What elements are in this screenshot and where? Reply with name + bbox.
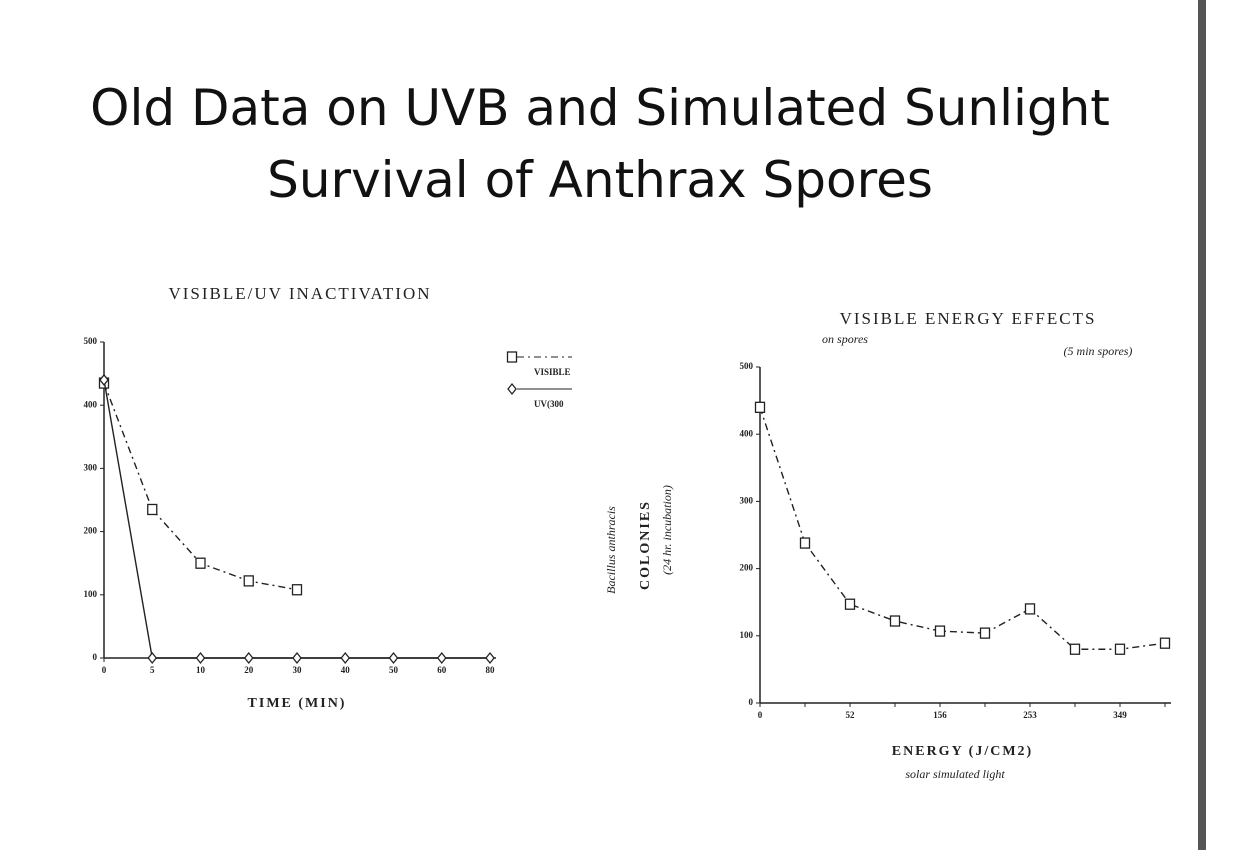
y-tick-label: 200 <box>740 563 754 573</box>
data-point <box>1159 637 1171 649</box>
y-tick-label: 200 <box>84 526 98 536</box>
data-point <box>243 651 254 665</box>
x-tick-label: 60 <box>437 665 447 675</box>
x-axis-label: TIME (MIN) <box>248 696 347 711</box>
x-tick-label: 0 <box>102 665 107 675</box>
chart-title: VISIBLE/UV INACTIVATION <box>168 284 431 303</box>
data-point <box>291 584 303 596</box>
legend-label: UV(300 <box>534 399 564 409</box>
y-tick-label: 0 <box>93 652 98 662</box>
data-point <box>799 537 811 549</box>
chart-title: VISIBLE ENERGY EFFECTS <box>840 309 1097 328</box>
x-tick-label: 52 <box>846 710 856 720</box>
y-tick-label: 400 <box>84 399 98 409</box>
y-tick-label: 400 <box>740 428 754 438</box>
data-point <box>1024 603 1036 615</box>
slide-edge <box>1198 0 1206 850</box>
x-tick-label: 253 <box>1023 710 1037 720</box>
data-point <box>388 651 399 665</box>
data-point <box>889 615 901 627</box>
data-point <box>243 575 254 587</box>
x-tick-label: 5 <box>150 665 155 675</box>
annotation: (24 hr. incubation) <box>660 485 674 575</box>
data-point <box>507 382 517 396</box>
x-tick-label: 20 <box>244 665 254 675</box>
data-point <box>99 373 109 386</box>
data-point <box>1069 643 1081 655</box>
x-tick-label: 40 <box>341 665 351 675</box>
x-tick-label: 30 <box>293 665 303 675</box>
x-tick-label: 10 <box>196 665 206 675</box>
data-point <box>340 651 351 665</box>
y-tick-label: 300 <box>84 462 98 472</box>
x-tick-label: 349 <box>1113 710 1127 720</box>
data-point <box>506 351 518 363</box>
y-tick-label: 300 <box>740 495 754 505</box>
data-point <box>436 651 447 665</box>
data-point <box>754 401 766 413</box>
data-point <box>147 503 158 516</box>
data-point <box>147 651 158 665</box>
x-tick-label: 0 <box>758 710 763 720</box>
data-point <box>1114 643 1126 655</box>
x-axis-label: ENERGY (J/CM2) <box>892 744 1033 759</box>
y-tick-label: 0 <box>749 697 754 707</box>
annotation: Bacillus anthracis <box>604 506 618 594</box>
series-line <box>103 379 490 659</box>
y-axis-label: COLONIES <box>638 500 653 590</box>
y-tick-label: 100 <box>740 630 754 640</box>
annotation: on spores <box>822 332 868 346</box>
series-line <box>759 407 1166 650</box>
x-tick-label: 156 <box>933 710 947 720</box>
data-point <box>934 625 946 637</box>
annotation: (5 min spores) <box>1064 344 1133 358</box>
x-tick-label: 50 <box>389 665 399 675</box>
annotation: solar simulated light <box>905 767 1005 781</box>
data-point <box>844 598 856 610</box>
x-tick-label: 80 <box>486 665 496 675</box>
y-tick-label: 500 <box>740 361 754 371</box>
data-point <box>979 627 991 639</box>
slide-title: Old Data on UVB and Simulated Sunlight S… <box>90 79 1110 209</box>
y-tick-label: 500 <box>84 336 98 346</box>
data-point <box>195 557 206 569</box>
data-point <box>195 651 206 665</box>
y-tick-label: 100 <box>84 589 98 599</box>
legend-label: VISIBLE <box>534 367 571 377</box>
data-point <box>485 651 495 665</box>
data-point <box>292 651 302 665</box>
